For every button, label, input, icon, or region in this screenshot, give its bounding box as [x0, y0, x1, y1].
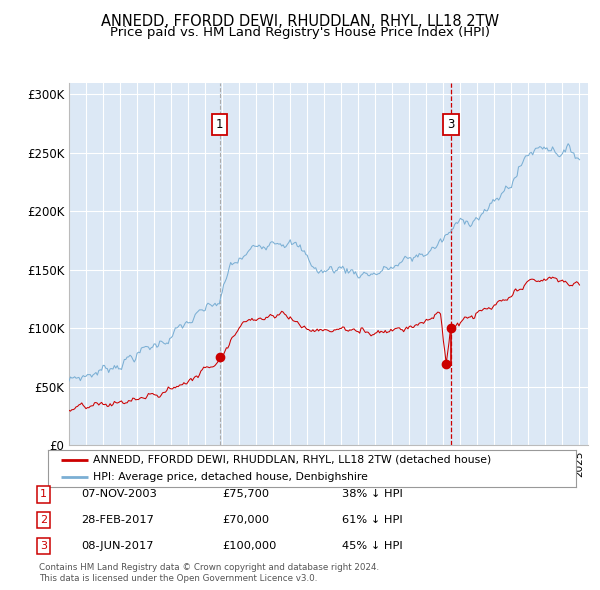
Text: ANNEDD, FFORDD DEWI, RHUDDLAN, RHYL, LL18 2TW (detached house): ANNEDD, FFORDD DEWI, RHUDDLAN, RHYL, LL1…	[93, 455, 491, 464]
Text: 08-JUN-2017: 08-JUN-2017	[81, 542, 154, 551]
Text: 3: 3	[447, 118, 455, 131]
Text: 3: 3	[40, 542, 47, 551]
Text: ANNEDD, FFORDD DEWI, RHUDDLAN, RHYL, LL18 2TW: ANNEDD, FFORDD DEWI, RHUDDLAN, RHYL, LL1…	[101, 14, 499, 28]
Text: HPI: Average price, detached house, Denbighshire: HPI: Average price, detached house, Denb…	[93, 473, 368, 483]
Text: 1: 1	[40, 490, 47, 499]
Text: 2: 2	[40, 516, 47, 525]
Text: 38% ↓ HPI: 38% ↓ HPI	[342, 490, 403, 499]
Text: £100,000: £100,000	[222, 542, 277, 551]
Text: Contains HM Land Registry data © Crown copyright and database right 2024.: Contains HM Land Registry data © Crown c…	[39, 563, 379, 572]
Text: This data is licensed under the Open Government Licence v3.0.: This data is licensed under the Open Gov…	[39, 574, 317, 583]
Text: Price paid vs. HM Land Registry's House Price Index (HPI): Price paid vs. HM Land Registry's House …	[110, 26, 490, 39]
Text: 45% ↓ HPI: 45% ↓ HPI	[342, 542, 403, 551]
Text: £75,700: £75,700	[222, 490, 269, 499]
Text: £70,000: £70,000	[222, 516, 269, 525]
Text: 07-NOV-2003: 07-NOV-2003	[81, 490, 157, 499]
Text: 61% ↓ HPI: 61% ↓ HPI	[342, 516, 403, 525]
Text: 28-FEB-2017: 28-FEB-2017	[81, 516, 154, 525]
Text: 1: 1	[216, 118, 223, 131]
